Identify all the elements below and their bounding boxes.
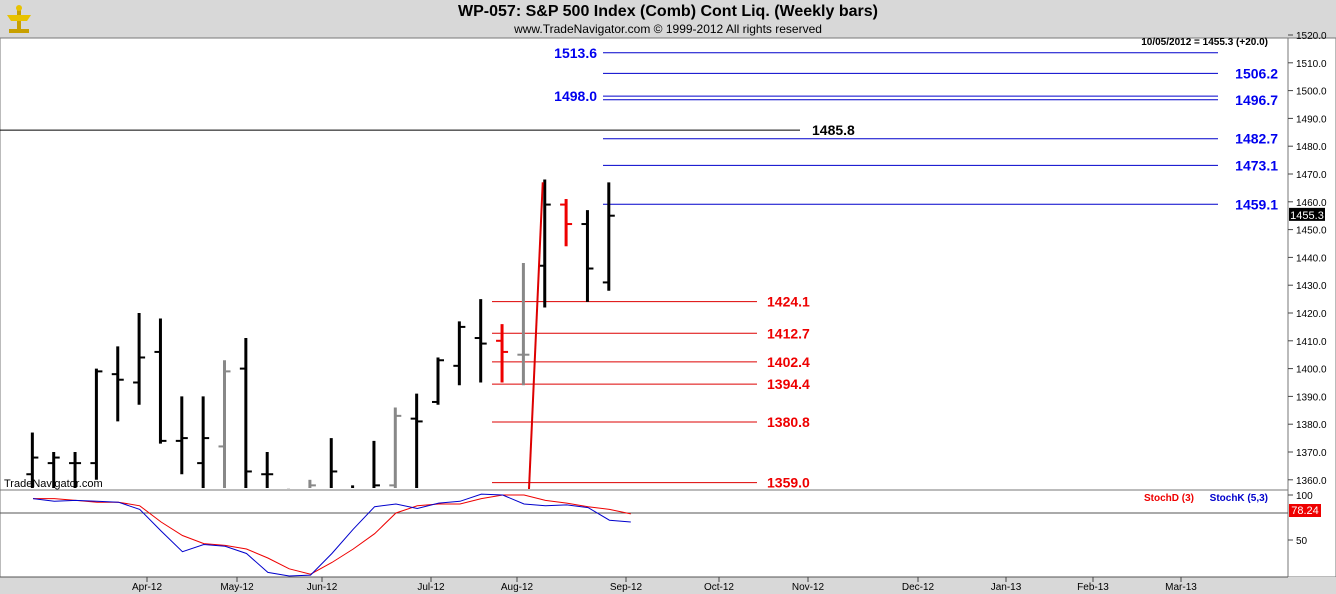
ohlc-bar — [560, 199, 573, 247]
y-tick-label: 1490.0 — [1296, 114, 1327, 125]
ohlc-bar — [602, 182, 615, 291]
ohlc-bar — [90, 368, 103, 480]
x-tick-label: Aug-12 — [501, 582, 534, 593]
stoch-last-value: 78.24 — [1291, 505, 1319, 517]
ohlc-bar — [329, 438, 338, 488]
support-level-label: 1424.1 — [767, 294, 810, 310]
ohlc-bar — [111, 346, 124, 422]
title-bar: WP-057: S&P 500 Index (Comb) Cont Liq. (… — [0, 0, 1336, 38]
x-tick-label: May-12 — [220, 582, 254, 593]
last-price-value: 1455.3 — [1290, 210, 1324, 222]
ohlc-bar — [133, 313, 146, 405]
x-tick-label: Jan-13 — [991, 582, 1022, 593]
ohlc-bar — [261, 452, 274, 488]
resistance-label: 1485.8 — [812, 122, 855, 138]
y-tick-label: 1420.0 — [1296, 309, 1327, 320]
price-panel — [0, 37, 1289, 491]
chart-title: WP-057: S&P 500 Index (Comb) Cont Liq. (… — [458, 3, 878, 20]
ohlc-bar — [372, 440, 380, 488]
ohlc-bar — [474, 299, 487, 383]
fib-level-label: 1459.1 — [1235, 196, 1278, 212]
fib-level-label: 1496.7 — [1235, 92, 1278, 108]
y-tick-label: 1470.0 — [1296, 170, 1327, 181]
y-tick-label: 1360.0 — [1296, 476, 1327, 487]
legend-stochd: StochD (3) — [1144, 493, 1194, 504]
x-tick-label: Jul-12 — [417, 582, 445, 593]
y-tick-label: 1410.0 — [1296, 337, 1327, 348]
fib-level-label: 1473.1 — [1235, 157, 1278, 173]
x-tick-label: Mar-13 — [1165, 582, 1197, 593]
y-tick-label: 1430.0 — [1296, 281, 1327, 292]
support-level-label: 1380.8 — [767, 414, 810, 430]
y-tick-label: 1370.0 — [1296, 448, 1327, 459]
fib-level-label: 1506.2 — [1235, 65, 1278, 81]
stochastic-panel — [0, 489, 1289, 578]
support-level-label: 1394.4 — [767, 376, 810, 392]
ohlc-bar — [432, 357, 444, 405]
y-tick-label: 1500.0 — [1296, 87, 1327, 98]
y-tick-label: 1390.0 — [1296, 392, 1327, 403]
right-axis — [1287, 37, 1336, 578]
y-tick-label: 1510.0 — [1296, 59, 1327, 70]
y-tick-label: 1520.0 — [1296, 31, 1327, 42]
legend-stochk: StochK (5,3) — [1210, 493, 1268, 504]
stoch-series-line — [32, 493, 631, 577]
stoch-y-tick-label: 100 — [1296, 491, 1313, 502]
x-tick-label: Oct-12 — [704, 582, 734, 593]
trade-navigator-logo-icon — [7, 5, 31, 33]
ohlc-bar — [389, 407, 402, 488]
x-tick-label: Sep-12 — [610, 582, 643, 593]
ohlc-bar — [453, 321, 466, 386]
time-axis — [0, 577, 1336, 594]
ohlc-bar — [517, 262, 530, 386]
y-tick-label: 1460.0 — [1296, 198, 1327, 209]
y-tick-label: 1400.0 — [1296, 365, 1327, 376]
x-tick-label: Apr-12 — [132, 582, 162, 593]
y-tick-label: 1480.0 — [1296, 142, 1327, 153]
support-level-label: 1412.7 — [767, 325, 810, 341]
ohlc-bar — [69, 452, 82, 488]
stoch-last-badge: 78.24 — [1289, 504, 1321, 517]
support-level-label: 1402.4 — [767, 354, 810, 370]
chart-subtitle: www.TradeNavigator.com © 1999-2012 All r… — [514, 22, 822, 36]
stoch-y-tick-label: 50 — [1296, 536, 1308, 547]
ohlc-bar — [239, 338, 252, 488]
y-tick-label: 1440.0 — [1296, 253, 1327, 264]
fib-level-label: 1513.6 — [554, 45, 597, 61]
ohlc-bar — [26, 432, 39, 488]
last-price-badge: 1455.3 — [1289, 207, 1325, 222]
y-tick-label: 1380.0 — [1296, 420, 1327, 431]
x-tick-label: Jun-12 — [307, 582, 338, 593]
ohlc-bar — [154, 318, 167, 444]
x-tick-label: Nov-12 — [792, 582, 825, 593]
trend-line — [528, 182, 544, 490]
fib-level-label: 1482.7 — [1235, 131, 1278, 147]
ohlc-bar — [175, 396, 188, 475]
ohlc-bar — [47, 452, 60, 488]
ohlc-bar — [308, 479, 316, 488]
quote-label: 10/05/2012 = 1455.3 (+20.0) — [1141, 37, 1268, 48]
watermark-label: TradeNavigator.com — [4, 478, 103, 490]
ohlc-bar — [581, 210, 594, 302]
ohlc-bar — [197, 396, 210, 488]
support-level-label: 1359.0 — [767, 475, 810, 491]
stoch-series-line — [33, 494, 631, 575]
fib-level-label: 1498.0 — [554, 88, 597, 104]
x-tick-label: Dec-12 — [902, 582, 935, 593]
x-tick-label: Feb-13 — [1077, 582, 1109, 593]
y-tick-label: 1450.0 — [1296, 226, 1327, 237]
ohlc-bar — [218, 360, 231, 488]
ohlc-bar — [410, 393, 423, 488]
ohlc-bar — [496, 324, 509, 383]
stoch-legend: StochD (3) StochK (5,3) — [1144, 493, 1268, 504]
